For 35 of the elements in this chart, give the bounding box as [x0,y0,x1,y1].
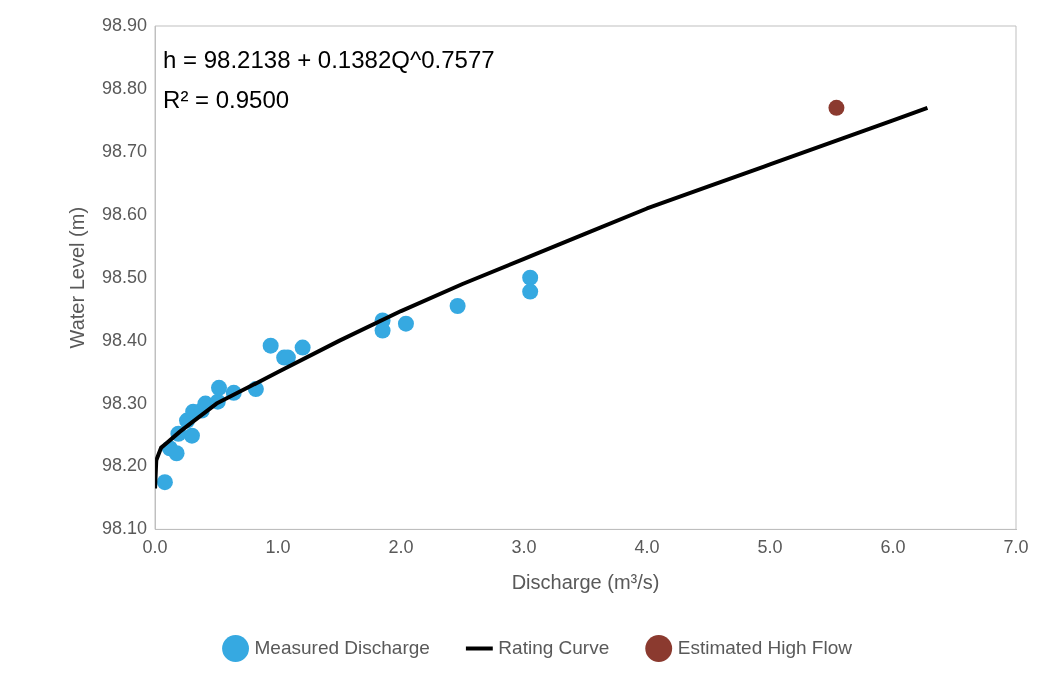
annotation: h = 98.2138 + 0.1382Q^0.7577 [163,45,495,73]
y-axis-title: Water Level (m) [65,206,88,349]
point [294,339,311,356]
point [156,474,173,491]
x-tick-label: 2.0 [388,537,414,558]
x-axis-title: Discharge (m³/s) [511,570,660,593]
x-tick-label: 1.0 [265,537,291,558]
legend-label: Rating Curve [498,636,610,658]
y-tick-label: 98.10 [102,518,148,539]
annotation: R² = 0.9500 [163,85,290,113]
y-tick-label: 98.70 [102,140,148,161]
legend-label: Measured Discharge [254,636,430,658]
y-tick-label: 98.80 [102,77,148,98]
y-tick-label: 98.30 [102,392,148,413]
y-tick-label: 98.50 [102,266,148,287]
x-tick-label: 7.0 [1003,537,1029,558]
x-tick-label: 4.0 [634,537,660,558]
y-tick-label: 98.40 [102,329,148,350]
point [183,427,200,444]
point [397,315,414,332]
x-tick-label: 5.0 [757,537,783,558]
point [828,99,845,116]
point [168,445,185,462]
point [522,269,539,286]
point [449,298,466,315]
point [211,379,227,396]
x-tick-label: 3.0 [511,537,537,558]
y-tick-label: 98.20 [102,455,148,476]
point [522,283,539,300]
y-tick-label: 98.60 [102,203,148,224]
point [262,337,279,354]
x-tick-label: 0.0 [142,537,168,558]
legend-label: Estimated High Flow [677,636,853,658]
y-tick-label: 98.90 [102,14,148,35]
x-tick-label: 6.0 [880,537,906,558]
